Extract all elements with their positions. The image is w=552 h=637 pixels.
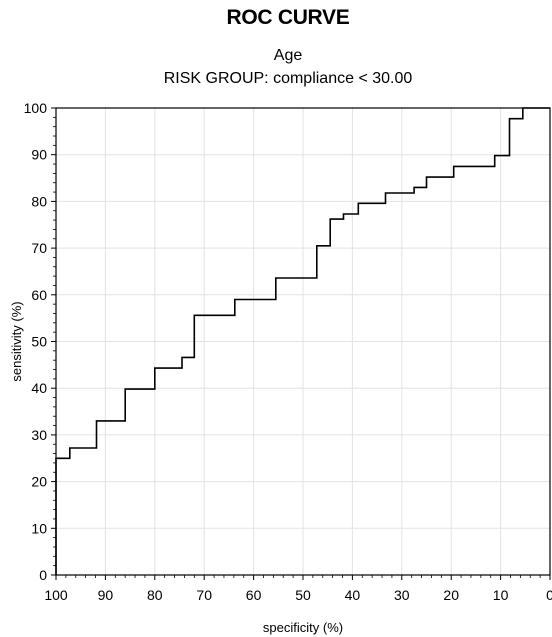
y-tick-label: 90 bbox=[31, 147, 47, 163]
x-tick-label: 70 bbox=[196, 587, 212, 603]
plot-frame bbox=[55, 107, 551, 576]
tick-labels: 100 90 80 70 60 50 40 30 20 10 0010203040506070809… bbox=[24, 100, 552, 603]
axis-ticks bbox=[51, 107, 551, 580]
x-tick-label: 20 bbox=[443, 587, 459, 603]
x-tick-label: 10 bbox=[493, 587, 509, 603]
y-tick-label: 10 bbox=[31, 520, 47, 536]
y-tick-label: 0 bbox=[39, 567, 47, 583]
x-tick-label: 100 bbox=[44, 587, 68, 603]
x-tick-label: 90 bbox=[98, 587, 114, 603]
x-tick-label: 80 bbox=[147, 587, 163, 603]
x-tick-label: 0 bbox=[546, 587, 552, 603]
y-tick-label: 20 bbox=[31, 474, 47, 490]
chart-subtitle-risk-group: RISK GROUP: compliance < 30.00 bbox=[163, 70, 413, 87]
roc-curve-line bbox=[55, 107, 550, 575]
x-tick-label: 40 bbox=[345, 587, 361, 603]
y-tick-label: 70 bbox=[31, 240, 47, 256]
x-tick-label: 30 bbox=[394, 587, 410, 603]
y-tick-label: 60 bbox=[31, 287, 47, 303]
y-axis-title: sensitivity (%) bbox=[9, 301, 24, 381]
y-tick-label: 100 bbox=[24, 100, 48, 116]
x-axis-title: specificity (%) bbox=[263, 620, 343, 635]
chart-subtitle-variable: Age bbox=[273, 47, 303, 64]
x-tick-label: 50 bbox=[295, 587, 311, 603]
y-tick-label: 50 bbox=[31, 334, 47, 350]
roc-series bbox=[55, 107, 550, 575]
y-tick-label: 30 bbox=[31, 427, 47, 443]
y-tick-label: 80 bbox=[31, 193, 47, 209]
chart-title: ROC CURVE bbox=[226, 6, 350, 29]
x-tick-label: 60 bbox=[246, 587, 262, 603]
y-tick-label: 40 bbox=[31, 380, 47, 396]
grid-lines bbox=[56, 108, 550, 575]
